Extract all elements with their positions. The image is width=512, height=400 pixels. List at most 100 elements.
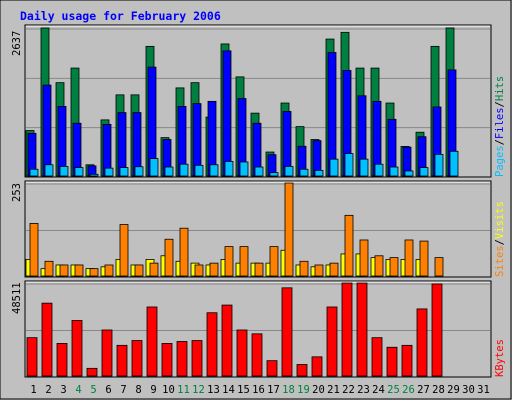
hits-y-max-label: 2637 <box>11 31 23 56</box>
pages-bar <box>449 150 459 177</box>
pages-bar <box>104 167 114 177</box>
day-label: 4 <box>75 384 81 396</box>
legend-separator: / <box>494 239 506 245</box>
legend-sites: Sites <box>494 245 506 277</box>
day-label: 24 <box>372 384 385 396</box>
legend: KBytes <box>494 339 506 377</box>
sites-bar <box>404 239 414 277</box>
pages-bar <box>404 170 414 177</box>
day-label: 17 <box>267 384 280 396</box>
sites-bar <box>29 223 39 277</box>
day-label: 23 <box>357 384 370 396</box>
kbytes-bar <box>356 282 368 377</box>
day-label: 28 <box>432 384 445 396</box>
pages-bar <box>134 166 144 177</box>
pages-bar <box>29 168 39 177</box>
pages-bar <box>434 153 444 177</box>
legend-pages: Pages <box>494 145 506 177</box>
kbytes-bar <box>266 360 278 377</box>
kbytes-bar <box>401 344 413 377</box>
kbytes-bar <box>386 346 398 377</box>
day-label: 13 <box>207 384 220 396</box>
pages-bar <box>419 167 429 177</box>
files-bar <box>327 52 337 177</box>
sites-bar <box>269 246 279 277</box>
kbytes-bar <box>176 341 188 377</box>
day-label: 30 <box>462 384 475 396</box>
files-bar <box>117 112 127 177</box>
kbytes-bar <box>86 367 98 377</box>
kbytes-bar <box>296 364 308 377</box>
sites-bar <box>59 264 69 277</box>
day-label: 31 <box>477 384 490 396</box>
sites-bar <box>209 262 219 277</box>
sites-bar <box>179 227 189 277</box>
legend-visits: Visits <box>494 201 506 239</box>
chart-title: Daily usage for February 2006 <box>20 9 221 23</box>
sites-bar <box>434 257 444 277</box>
day-label: 5 <box>90 384 96 396</box>
pages-bar <box>299 168 309 177</box>
sites-bar <box>389 257 399 277</box>
pages-bar <box>254 166 264 177</box>
pages-bar <box>344 153 354 177</box>
day-label: 21 <box>327 384 340 396</box>
kbytes-bar <box>431 283 443 377</box>
kbytes-bar <box>251 333 263 377</box>
day-label: 3 <box>60 384 66 396</box>
kbytes-bar <box>116 344 128 377</box>
sites-bar <box>119 224 129 277</box>
legend: Pages/Files/Hits <box>494 76 506 177</box>
pages-bar <box>239 161 249 177</box>
sites-bar <box>419 240 429 277</box>
day-label: 11 <box>177 384 190 396</box>
kbytes-bar <box>131 340 143 377</box>
pages-bar <box>374 163 384 177</box>
sites-bar <box>224 246 234 277</box>
legend: Sites/Visits <box>494 201 506 277</box>
x-axis-day-labels: 1 2 3 4 5 6 7 8 9 10 11 12 13 14 15 16 17 18 19 20 21 22 23 24 2… <box>30 384 489 396</box>
kbytes-bar <box>281 287 293 377</box>
day-label: 27 <box>417 384 430 396</box>
files-bar <box>57 106 67 177</box>
day-label: 20 <box>312 384 325 396</box>
sites-bar <box>194 264 204 277</box>
kbytes-bar <box>371 337 383 377</box>
sites-bar <box>254 262 264 277</box>
pages-bar <box>119 167 129 177</box>
pages-bar <box>149 158 159 177</box>
kbytes-bar <box>41 302 53 377</box>
day-label: 8 <box>135 384 141 396</box>
legend-separator: / <box>494 139 506 145</box>
day-label: 10 <box>162 384 175 396</box>
day-label: 2 <box>45 384 51 396</box>
pages-bar <box>314 169 324 177</box>
sites-bar <box>134 264 144 277</box>
pages-bar <box>74 167 84 177</box>
chart-bars <box>25 27 459 377</box>
day-label: 9 <box>150 384 156 396</box>
kbytes-bar <box>101 329 113 377</box>
day-label: 26 <box>402 384 415 396</box>
legend-files: Files <box>494 107 506 139</box>
pages-bar <box>194 164 204 177</box>
kbytes-bar <box>416 308 428 377</box>
day-label: 7 <box>120 384 126 396</box>
pages-bar <box>179 163 189 177</box>
kbytes-bar <box>26 337 38 377</box>
kbytes-y-max-label: 48511 <box>11 282 23 314</box>
pages-bar <box>284 166 294 177</box>
sites-y-max-label: 253 <box>11 183 23 202</box>
day-label: 18 <box>282 384 295 396</box>
kbytes-bar <box>341 282 353 377</box>
day-label: 6 <box>105 384 111 396</box>
legend-separator: / <box>494 101 506 107</box>
kbytes-bar <box>146 306 158 377</box>
pages-bar <box>389 166 399 177</box>
sites-bar <box>239 246 249 277</box>
sites-bar <box>329 262 339 277</box>
kbytes-bar <box>191 340 203 377</box>
day-label: 14 <box>222 384 235 396</box>
